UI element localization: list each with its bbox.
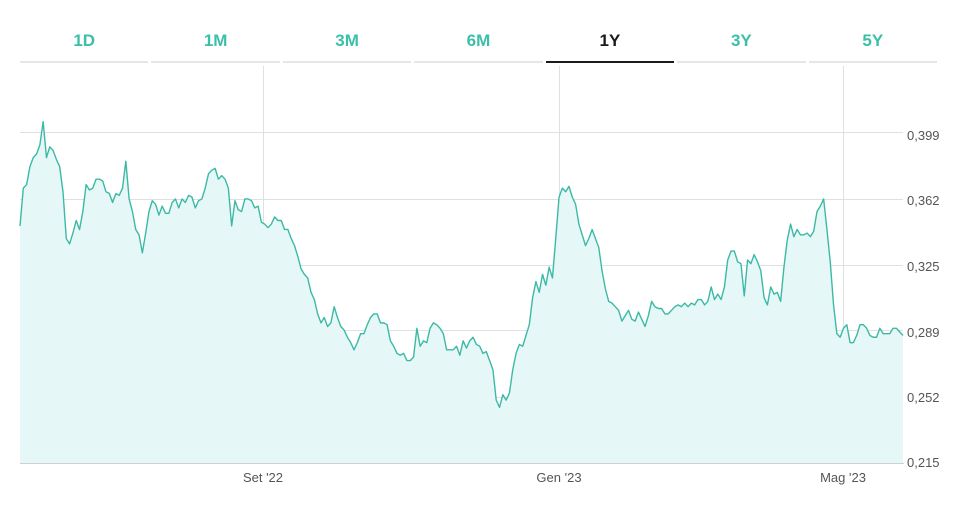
y-tick-label: 0,325 xyxy=(907,259,940,274)
y-tick-label: 0,289 xyxy=(907,325,940,340)
tab-label: 5Y xyxy=(862,31,884,50)
tab-underline xyxy=(545,61,675,63)
series-area xyxy=(20,121,903,463)
y-tick-label: 0,399 xyxy=(907,128,940,143)
tab-label: 1M xyxy=(203,31,228,50)
tab-label: 6M xyxy=(466,31,491,50)
tab-label: 3Y xyxy=(730,31,752,50)
x-tick-label: Gen '23 xyxy=(536,470,581,485)
tab-label: 3M xyxy=(335,31,359,50)
tab-3m[interactable]: 3M xyxy=(282,22,412,63)
y-tick-label: 0,215 xyxy=(907,455,940,470)
tab-1d[interactable]: 1D xyxy=(20,22,149,63)
y-axis-labels: 0,215 0,252 0,289 0,325 0,362 0,399 xyxy=(907,128,940,470)
tab-underline xyxy=(20,61,149,63)
tab-underline xyxy=(151,61,280,63)
x-tick-label: Mag '23 xyxy=(820,470,866,485)
series-line xyxy=(19,120,904,409)
tab-6m[interactable]: 6M xyxy=(414,22,543,63)
tab-1y[interactable]: 1Y xyxy=(545,22,675,63)
tab-label: 1Y xyxy=(599,31,621,50)
tab-underline xyxy=(414,61,543,63)
tab-label: 1D xyxy=(73,31,96,50)
tab-underline xyxy=(677,61,806,63)
period-tabs: 1D 1M 3M 6M 1Y 3Y 5Y xyxy=(20,22,937,64)
tab-1m[interactable]: 1M xyxy=(151,22,280,63)
y-tick-label: 0,252 xyxy=(907,390,940,405)
y-tick-label: 0,362 xyxy=(907,193,940,208)
x-tick-label: Set '22 xyxy=(243,470,283,485)
tab-underline xyxy=(808,61,937,63)
tab-3y[interactable]: 3Y xyxy=(677,22,806,63)
tab-underline xyxy=(282,61,412,63)
tab-5y[interactable]: 5Y xyxy=(808,22,937,63)
x-axis-labels: Set '22 Gen '23 Mag '23 xyxy=(243,470,866,485)
